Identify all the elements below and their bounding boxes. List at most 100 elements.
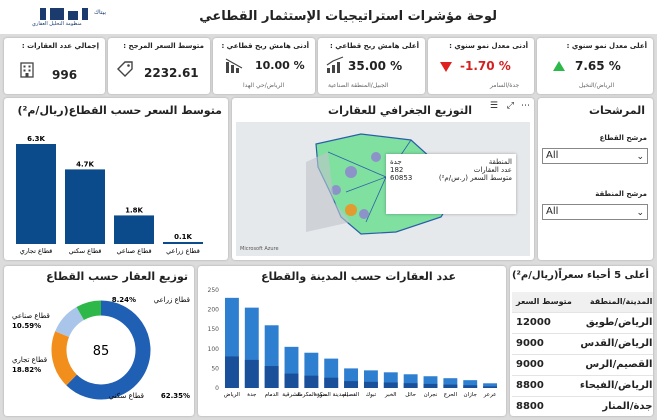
- slice-percent-label: 62.35%: [161, 392, 190, 400]
- city-label: الدمام: [265, 392, 280, 398]
- kpi-title: إجمالي عدد العقارات :: [21, 42, 99, 50]
- kpi-card-lowest-growth[interactable]: أدنى معدل نمو سنوي : -1.70 % جدة/السامر: [428, 38, 534, 94]
- city-bar-segment: [284, 373, 299, 388]
- slice-category-label: قطاع زراعي: [154, 296, 190, 304]
- table-row[interactable]: 8800 جدة/المنار: [512, 395, 653, 416]
- city-chart-panel: عدد العقارات حسب المدينة والقطاع 0 50 100 1…: [198, 266, 506, 416]
- table-row[interactable]: 9000 الرياض/القدس: [512, 332, 653, 354]
- y-tick-label: 0: [215, 385, 219, 392]
- map-title: التوزيع الجغرافي للعقارات: [328, 104, 472, 117]
- sector-filter-dropdown[interactable]: All ⌄: [542, 148, 648, 164]
- region-filter-value: All: [546, 206, 559, 217]
- chevron-down-icon: ⌄: [636, 152, 644, 162]
- city-bar[interactable]: [423, 376, 438, 388]
- region-filter-dropdown[interactable]: All ⌄: [542, 204, 648, 220]
- kpi-card-total-properties[interactable]: إجمالي عدد العقارات : 996: [4, 38, 105, 94]
- avg-price-chart[interactable]: 6.3K قطاع تجاري 4.7K قطاع سكني 1.8K قطاع صناع…: [4, 122, 228, 260]
- trend-up-icon: [553, 61, 565, 71]
- kpi-subtitle: الرياض/حي الهدا: [243, 82, 285, 89]
- region-filter-label: مرشح المنطقة: [595, 190, 647, 198]
- table-cell-price: 9000: [512, 353, 576, 375]
- bar-growth-icon: [326, 56, 344, 73]
- bar-data-label: 0.1K: [174, 233, 192, 241]
- kpi-card-weighted-price[interactable]: متوسط السعر المرجح : 2232.61: [108, 38, 210, 94]
- kpi-card-lowest-margin[interactable]: أدنى هامش ربح قطاعي : 10.00 % الرياض/حي …: [213, 38, 315, 94]
- kpi-card-highest-margin[interactable]: أعلى هامش ربح قطاعي : 35.00 % الجبيل/الم…: [318, 38, 425, 94]
- kpi-subtitle: الرياض/النخيل: [579, 82, 615, 89]
- sector-filter-label: مرشح القطاع: [599, 134, 647, 142]
- city-label: القصيم: [343, 392, 360, 398]
- top-neighborhoods-panel: أعلى 5 أحياء سعراً(ريال/م²) متوسط السعر …: [510, 266, 653, 416]
- donut-slice[interactable]: [76, 300, 102, 321]
- filters-panel: المرشحات مرشح القطاع All ⌄ مرشح المنطقة …: [538, 98, 653, 260]
- sector-filter-value: All: [546, 150, 559, 161]
- city-bar[interactable]: [463, 380, 478, 388]
- table-cell-region: جدة/المنار: [575, 395, 653, 416]
- bar[interactable]: [16, 144, 56, 244]
- map-tooltip: المنطقة جدة عدد العقارات 182 متوسط السعر (…: [386, 154, 516, 214]
- col-region-header: المدينة/المنطقة: [575, 292, 653, 312]
- donut-slice[interactable]: [55, 306, 85, 338]
- slice-percent-label: 10.59%: [12, 322, 41, 330]
- bar[interactable]: [65, 169, 105, 244]
- kpi-value: 2232.61: [144, 66, 199, 80]
- donut-chart[interactable]: 85 62.35% قطاع سكني قطاع تجاري 18.82% قطاع صن…: [4, 284, 194, 416]
- city-label: المدينة المنورة: [314, 392, 348, 398]
- y-tick-label: 50: [211, 365, 219, 372]
- slice-category-label: قطاع تجاري: [12, 356, 47, 364]
- table-row[interactable]: 12000 الرياض/طويق: [512, 311, 653, 333]
- kpi-value: 35.00 %: [348, 59, 403, 73]
- kpi-title: أعلى هامش ربح قطاعي :: [330, 42, 419, 50]
- kpi-subtitle: الجبيل/المنطقة الصناعية: [328, 82, 389, 89]
- expand-icon[interactable]: ⤢: [506, 101, 514, 111]
- bar[interactable]: [163, 242, 203, 244]
- city-label: الشرقية: [282, 392, 301, 398]
- tooltip-region-value: جدة: [390, 158, 402, 166]
- slice-category-label: قطاع سكني: [109, 392, 144, 400]
- table-cell-region: الرياض/طويق: [575, 311, 653, 333]
- donut-slice[interactable]: [51, 331, 78, 386]
- map-canvas[interactable]: المنطقة جدة عدد العقارات 182 متوسط السعر (…: [236, 122, 530, 256]
- bar-category-label: قطاع سكني: [69, 247, 102, 255]
- table-cell-price: 12000: [512, 311, 576, 333]
- donut-center-value: 85: [93, 344, 110, 359]
- city-label: الحرج: [444, 392, 458, 398]
- city-chart[interactable]: 0 50 100 150 200 250 الرياض جدة الدمام الشرقيةمكة…: [198, 284, 506, 416]
- page-title: لوحة مؤشرات استراتيجيات الإستثمار القطاع…: [199, 9, 497, 24]
- tooltip-count-value: 182: [390, 166, 404, 174]
- filter-icon[interactable]: ☰: [489, 101, 498, 111]
- kpi-title: أدنى هامش ربح قطاعي :: [221, 42, 309, 50]
- top-neighborhoods-table: متوسط السعر المدينة/المنطقة 12000 الرياض/…: [512, 292, 653, 416]
- kpi-card-highest-growth[interactable]: أعلى معدل نمو سنوي : 7.65 % الرياض/النخي…: [537, 38, 653, 94]
- city-label: عرعر: [483, 392, 497, 398]
- tooltip-count-label: عدد العقارات: [473, 166, 512, 174]
- donut-slice[interactable]: [66, 300, 151, 400]
- city-bar[interactable]: [443, 378, 458, 388]
- logo-tagline: منظومة التحليل العقاري: [32, 21, 82, 27]
- bar-data-label: 6.3K: [27, 135, 45, 143]
- y-tick-label: 150: [208, 326, 220, 333]
- city-bar-segment: [344, 381, 359, 388]
- avg-price-chart-title: متوسط السعر حسب القطاع(ريال/م²): [17, 104, 222, 117]
- logo-text: بيتاك: [94, 9, 107, 16]
- more-options-icon[interactable]: ⋯: [521, 101, 530, 111]
- city-label: مكة المكرمة: [297, 391, 326, 398]
- kpi-value: 7.65 %: [575, 59, 621, 73]
- map-attribution: Microsoft Azure: [240, 246, 279, 252]
- y-tick-label: 100: [208, 346, 220, 353]
- slice-category-label: قطاع صناعي: [12, 312, 50, 320]
- table-row[interactable]: 8800 الرياض/الفيحاء: [512, 374, 653, 396]
- bar-data-label: 4.7K: [76, 160, 94, 168]
- city-bar[interactable]: [483, 383, 498, 388]
- city-bar-segment: [363, 381, 378, 388]
- col-price-header: متوسط السعر: [512, 292, 576, 312]
- donut-chart-title: توزيع العقار حسب القطاع: [46, 270, 188, 283]
- price-tag-icon: [117, 61, 133, 77]
- table-cell-price: 8800: [512, 374, 576, 396]
- slice-percent-label: 8.24%: [112, 296, 136, 304]
- table-cell-region: الرياض/الفيحاء: [575, 374, 653, 396]
- table-row[interactable]: 9000 القصيم/الرس: [512, 353, 653, 375]
- bar[interactable]: [114, 215, 154, 244]
- donut-chart-panel: توزيع العقار حسب القطاع 85 62.35% قطاع سكن…: [4, 266, 194, 416]
- city-label: تبوك: [366, 392, 377, 398]
